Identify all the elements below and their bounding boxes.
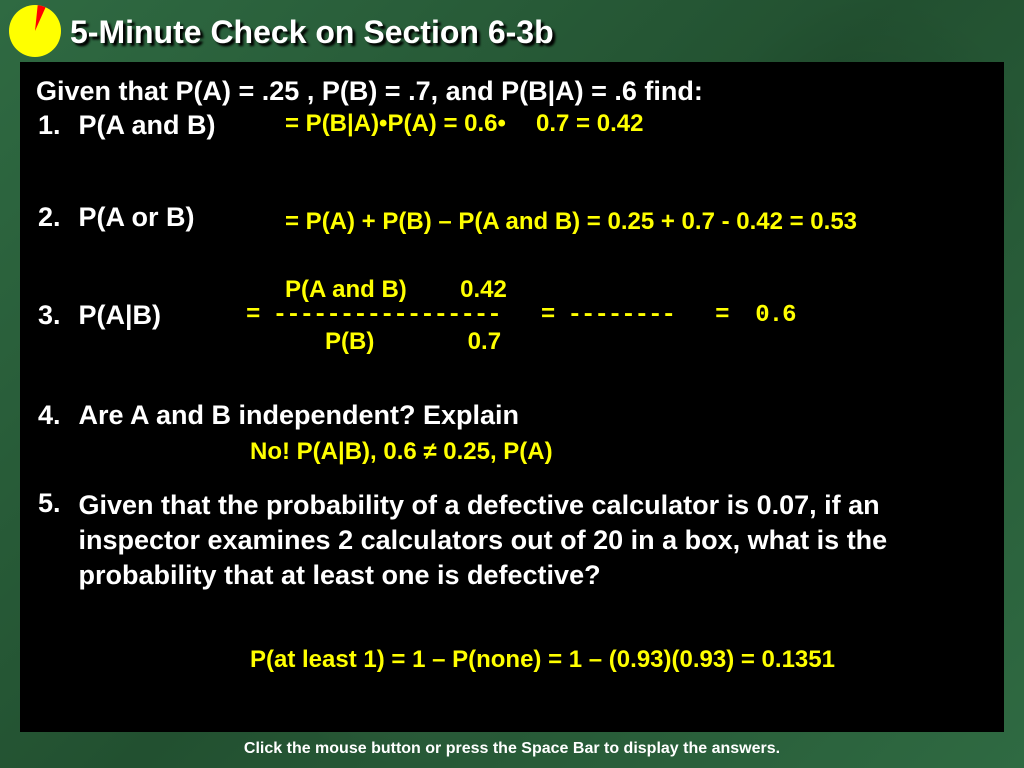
footer-hint: Click the mouse button or press the Spac…	[0, 740, 1024, 758]
answer-1b: 0.7 = 0.42	[536, 110, 643, 138]
q3-number: 3.	[38, 300, 74, 331]
answer-1: = P(B|A)•P(A) = 0.6•	[285, 110, 506, 138]
answer-3-top: P(A and B) 0.42	[285, 276, 507, 304]
answer-3-mid: = ----------------- = -------- = 0.6	[246, 302, 796, 329]
q5-text: Given that the probability of a defectiv…	[78, 488, 978, 593]
question-1: 1. P(A and B)	[38, 110, 215, 141]
q4-text: Are A and B independent? Explain	[78, 400, 519, 431]
answer-4: No! P(A|B), 0.6 ≠ 0.25, P(A)	[250, 438, 553, 466]
answer-2: = P(A) + P(B) – P(A and B) = 0.25 + 0.7 …	[285, 208, 857, 236]
question-3: 3. P(A|B)	[38, 300, 161, 331]
timer-pie-icon	[8, 4, 62, 58]
q1-text: P(A and B)	[78, 110, 215, 141]
slide-title: 5-Minute Check on Section 6-3b	[70, 14, 554, 51]
q3-text: P(A|B)	[78, 300, 161, 331]
question-4: 4. Are A and B independent? Explain	[38, 400, 519, 431]
q2-number: 2.	[38, 202, 74, 233]
answer-3-bot: P(B) 0.7	[325, 328, 501, 356]
q2-text: P(A or B)	[78, 202, 194, 233]
q4-number: 4.	[38, 400, 74, 431]
answer-5: P(at least 1) = 1 – P(none) = 1 – (0.93)…	[250, 646, 835, 674]
content-area: Given that P(A) = .25 , P(B) = .7, and P…	[20, 62, 1004, 732]
given-statement: Given that P(A) = .25 , P(B) = .7, and P…	[36, 76, 988, 107]
q1-number: 1.	[38, 110, 74, 141]
question-2: 2. P(A or B)	[38, 202, 194, 233]
q5-number: 5.	[38, 488, 74, 519]
question-5: 5. Given that the probability of a defec…	[38, 488, 984, 593]
